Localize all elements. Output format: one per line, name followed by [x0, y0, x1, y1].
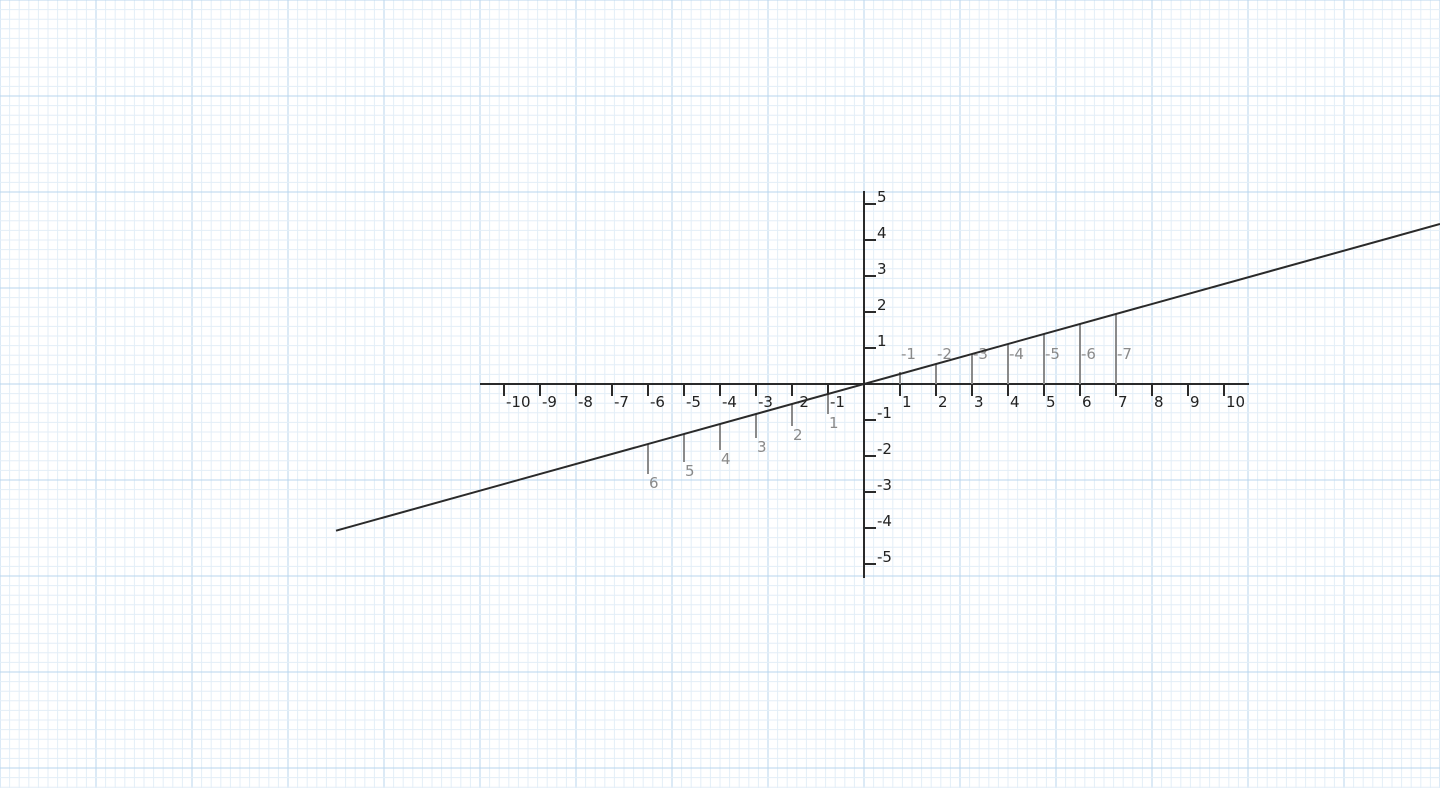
guide-label-left: 6 [649, 474, 659, 492]
guide-label-left: 2 [793, 426, 803, 444]
x-tick-label: -6 [650, 393, 665, 411]
y-tick-label: -5 [877, 548, 892, 566]
guide-label-right: -4 [1009, 345, 1024, 363]
y-tick-label: 1 [877, 332, 887, 350]
guide-label-right: -3 [973, 345, 988, 363]
plotted-line [335, 223, 1440, 532]
x-tick-label: 7 [1118, 393, 1128, 411]
guide-label-right: -2 [937, 345, 952, 363]
guide-label-left: 5 [685, 462, 695, 480]
x-tick-label: -5 [686, 393, 701, 411]
guide-label-right: -1 [901, 345, 916, 363]
x-tick-label: -4 [722, 393, 737, 411]
x-tick-label: 2 [938, 393, 948, 411]
x-tick-label: -8 [578, 393, 593, 411]
plotted-line-layer [335, 223, 1440, 532]
guide-label-left: 1 [829, 414, 839, 432]
y-tick-label: -3 [877, 476, 892, 494]
x-tick-label: 6 [1082, 393, 1092, 411]
x-tick-label: 1 [902, 393, 912, 411]
x-tick-label: -9 [542, 393, 557, 411]
guide-label-left: 4 [721, 450, 731, 468]
y-tick-label: 2 [877, 296, 887, 314]
y-tick-label: 5 [877, 188, 887, 206]
projection-guides: -1 -2 -3 -4 -5 -6 -7 1 2 3 4 5 6 [647, 313, 1132, 492]
guide-label-left: 3 [757, 438, 767, 456]
x-tick-label: -10 [506, 393, 531, 411]
y-tick-label: -1 [877, 404, 892, 422]
x-tick-label: -3 [758, 393, 773, 411]
x-tick-label: -7 [614, 393, 629, 411]
x-tick-label: 10 [1226, 393, 1245, 411]
guide-label-right: -7 [1117, 345, 1132, 363]
guide-label-right: -5 [1045, 345, 1060, 363]
y-tick-label: -2 [877, 440, 892, 458]
y-tick-label: -4 [877, 512, 892, 530]
x-tick-label: 3 [974, 393, 984, 411]
x-tick-label: 4 [1010, 393, 1020, 411]
guide-label-right: -6 [1081, 345, 1096, 363]
x-tick-label: 9 [1190, 393, 1200, 411]
x-tick-label: -1 [830, 393, 845, 411]
y-tick-label: 4 [877, 224, 887, 242]
x-tick-label: 5 [1046, 393, 1056, 411]
x-tick-label: 8 [1154, 393, 1164, 411]
y-tick-label: 3 [877, 260, 887, 278]
